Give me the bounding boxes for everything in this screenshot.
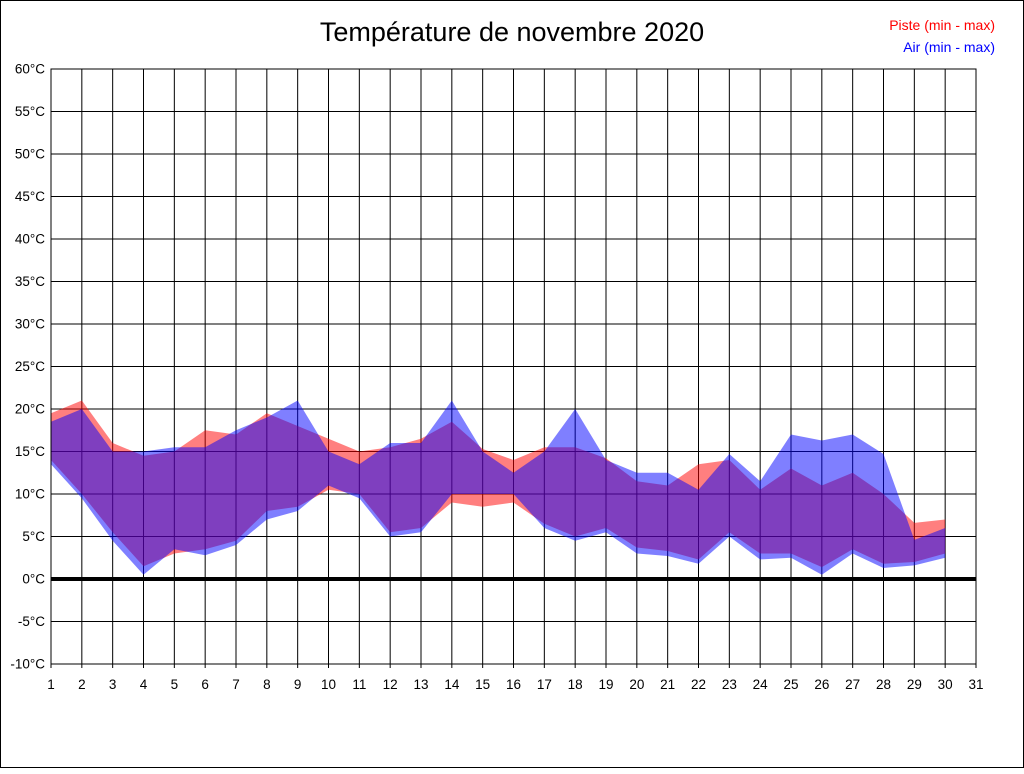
x-tick-label: 12 bbox=[383, 677, 398, 692]
y-tick-label: 60°C bbox=[15, 62, 45, 77]
y-tick-label: 10°C bbox=[15, 487, 45, 502]
y-tick-label: -10°C bbox=[10, 657, 45, 672]
x-tick-label: 3 bbox=[109, 677, 117, 692]
x-tick-label: 23 bbox=[722, 677, 737, 692]
x-tick-label: 13 bbox=[413, 677, 428, 692]
chart-title: Température de novembre 2020 bbox=[319, 17, 705, 47]
air-band bbox=[51, 400, 946, 575]
x-tick-label: 16 bbox=[506, 677, 521, 692]
y-tick-label: 30°C bbox=[15, 317, 45, 332]
x-tick-label: 26 bbox=[814, 677, 829, 692]
y-tick-label: -5°C bbox=[18, 614, 45, 629]
x-tick-label: 5 bbox=[171, 677, 179, 692]
x-tick-label: 19 bbox=[598, 677, 613, 692]
y-tick-label: 0°C bbox=[22, 572, 45, 587]
y-tick-label: 35°C bbox=[15, 274, 45, 289]
legend-entry-piste: Piste (min - max) bbox=[889, 17, 995, 33]
x-tick-label: 2 bbox=[78, 677, 86, 692]
x-tick-label: 31 bbox=[968, 677, 983, 692]
x-tick-label: 27 bbox=[845, 677, 860, 692]
x-tick-label: 11 bbox=[352, 677, 366, 692]
x-tick-label: 15 bbox=[475, 677, 490, 692]
y-tick-label: 25°C bbox=[15, 359, 45, 374]
y-tick-label: 5°C bbox=[22, 529, 45, 544]
x-tick-label: 8 bbox=[263, 677, 271, 692]
x-tick-label: 6 bbox=[201, 677, 209, 692]
x-tick-label: 21 bbox=[660, 677, 675, 692]
x-tick-label: 25 bbox=[783, 677, 798, 692]
x-tick-label: 24 bbox=[753, 677, 769, 692]
x-tick-label: 10 bbox=[321, 677, 336, 692]
x-tick-label: 22 bbox=[691, 677, 706, 692]
x-tick-label: 9 bbox=[294, 677, 302, 692]
legend: Piste (min - max) Air (min - max) bbox=[889, 14, 995, 58]
y-tick-label: 15°C bbox=[15, 444, 45, 459]
x-tick-label: 7 bbox=[232, 677, 240, 692]
y-tick-label: 45°C bbox=[15, 189, 45, 204]
x-tick-label: 29 bbox=[907, 677, 922, 692]
x-tick-label: 4 bbox=[140, 677, 148, 692]
x-tick-label: 14 bbox=[444, 677, 460, 692]
x-tick-label: 28 bbox=[876, 677, 891, 692]
y-tick-label: 40°C bbox=[15, 232, 45, 247]
x-tick-label: 30 bbox=[938, 677, 953, 692]
y-tick-label: 20°C bbox=[15, 402, 45, 417]
legend-entry-air: Air (min - max) bbox=[903, 39, 995, 55]
x-tick-label: 1 bbox=[47, 677, 55, 692]
x-tick-label: 18 bbox=[568, 677, 583, 692]
y-tick-label: 50°C bbox=[15, 147, 45, 162]
x-tick-label: 17 bbox=[537, 677, 552, 692]
x-tick-label: 20 bbox=[629, 677, 644, 692]
y-tick-label: 55°C bbox=[15, 104, 45, 119]
